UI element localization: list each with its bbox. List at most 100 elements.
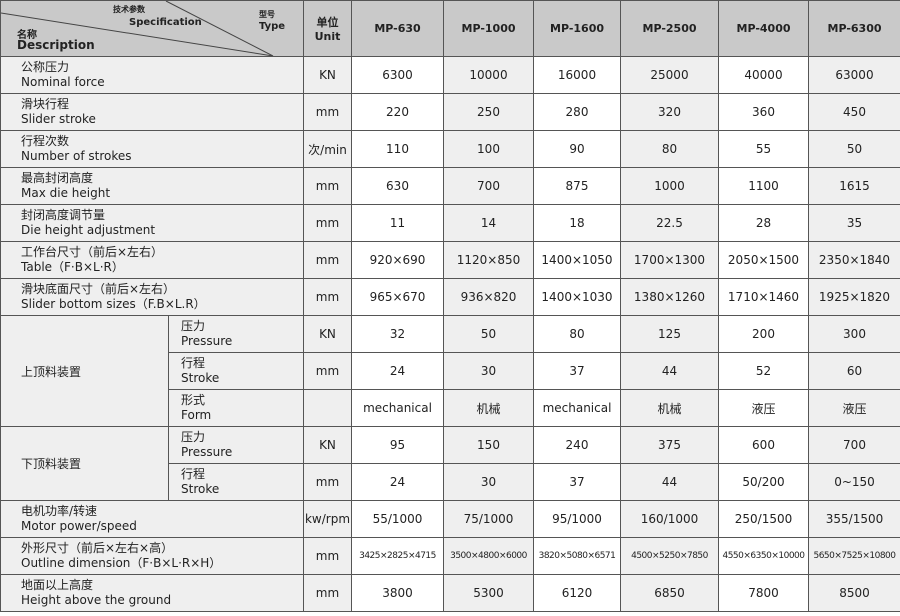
table-row: 地面以上高度 Height above the ground mm 3800 5300 6… bbox=[0, 574, 900, 612]
unit-cell: mm bbox=[303, 463, 352, 501]
type-cn: 型号 bbox=[259, 10, 275, 19]
value-cell: 28 bbox=[718, 204, 809, 242]
value-cell: 965×670 bbox=[351, 278, 444, 316]
value-cell: 1710×1460 bbox=[718, 278, 809, 316]
value-cell: 63000 bbox=[808, 56, 900, 94]
value-cell: 280 bbox=[533, 93, 621, 131]
description-cell: 行程 Stroke bbox=[168, 352, 304, 390]
table-row: 行程 Stroke mm 24 30 37 44 52 60 bbox=[1, 352, 900, 390]
table-row: 工作台尺寸（前后×左右） Table（F·B×L·R） mm 920×690 1120×… bbox=[0, 241, 900, 279]
unit-cell bbox=[303, 389, 352, 427]
header-corner: 技术参数 Specification 型号 Type 名称 Descriptio… bbox=[0, 0, 304, 57]
table-row: 最高封闭高度 Max die height mm 630 700 875 1000 1100 1… bbox=[0, 167, 900, 205]
value-cell: 100 bbox=[443, 130, 534, 168]
unit-cell: KN bbox=[303, 315, 352, 353]
unit-en: Unit bbox=[314, 30, 341, 43]
value-cell: 75/1000 bbox=[443, 500, 534, 538]
value-cell: 5650×7525×10800 bbox=[808, 537, 900, 575]
description-en: Die height adjustment bbox=[21, 223, 156, 237]
value-cell: 150 bbox=[443, 426, 534, 464]
description-cn: 滑块行程 bbox=[21, 97, 70, 111]
value-cell: 37 bbox=[533, 352, 621, 390]
description-en: Height above the ground bbox=[21, 593, 172, 607]
value-cell: 50 bbox=[443, 315, 534, 353]
value-cell: 3425×2825×4715 bbox=[351, 537, 444, 575]
spec-en: Specification bbox=[129, 17, 202, 28]
value-cell: 24 bbox=[351, 463, 444, 501]
value-cell: 4550×6350×10000 bbox=[718, 537, 809, 575]
description-cn: 压力 bbox=[181, 430, 206, 444]
value-cell: 1380×1260 bbox=[620, 278, 719, 316]
description-en: Number of strokes bbox=[21, 149, 132, 163]
value-cell: 2050×1500 bbox=[718, 241, 809, 279]
value-cell: 3500×4800×6000 bbox=[443, 537, 534, 575]
description-cell: 行程次数 Number of strokes bbox=[0, 130, 304, 168]
value-cell: 1400×1050 bbox=[533, 241, 621, 279]
description-cell: 压力 Pressure bbox=[168, 426, 304, 464]
description-cn: 最高封闭高度 bbox=[21, 171, 94, 185]
unit-cell: mm bbox=[303, 574, 352, 612]
value-cell: 1120×850 bbox=[443, 241, 534, 279]
value-cell: 32 bbox=[351, 315, 444, 353]
value-cell: 机械 bbox=[620, 389, 719, 427]
description-en: Pressure bbox=[181, 445, 233, 459]
description-cell: 滑块行程 Slider stroke bbox=[0, 93, 304, 131]
value-cell: 1000 bbox=[620, 167, 719, 205]
spec-cn: 技术参数 bbox=[113, 5, 145, 14]
value-cell: 360 bbox=[718, 93, 809, 131]
value-cell: 700 bbox=[443, 167, 534, 205]
value-cell: 11 bbox=[351, 204, 444, 242]
value-cell: 8500 bbox=[808, 574, 900, 612]
description-en: Table（F·B×L·R） bbox=[21, 260, 124, 274]
table-row: 电机功率/转速 Motor power/speed kw/rpm 55/1000 75/… bbox=[0, 500, 900, 538]
model-header: MP-2500 bbox=[620, 0, 719, 57]
description-en: Form bbox=[181, 408, 212, 422]
value-cell: 6120 bbox=[533, 574, 621, 612]
description-cn: 工作台尺寸（前后×左右） bbox=[21, 245, 164, 259]
description-cn: 公称压力 bbox=[21, 60, 70, 74]
description-cell: 地面以上高度 Height above the ground bbox=[0, 574, 304, 612]
value-cell: 240 bbox=[533, 426, 621, 464]
description-en: Outline dimension（F·B×L·R×H） bbox=[21, 556, 222, 570]
value-cell: 6300 bbox=[351, 56, 444, 94]
value-cell: 250/1500 bbox=[718, 500, 809, 538]
unit-cn: 单位 bbox=[316, 16, 339, 29]
header-row: 技术参数 Specification 型号 Type 名称 Descriptio… bbox=[0, 0, 900, 57]
value-cell: 600 bbox=[718, 426, 809, 464]
description-en: Slider bottom sizes（F.B×L.R） bbox=[21, 297, 206, 311]
value-cell: mechanical bbox=[533, 389, 621, 427]
value-cell: 630 bbox=[351, 167, 444, 205]
value-cell: 55 bbox=[718, 130, 809, 168]
value-cell: 1700×1300 bbox=[620, 241, 719, 279]
value-cell: 80 bbox=[533, 315, 621, 353]
value-cell: 375 bbox=[620, 426, 719, 464]
description-en: Stroke bbox=[181, 482, 220, 496]
table-row: 外形尺寸（前后×左右×高） Outline dimension（F·B×L·R×H… bbox=[0, 537, 900, 575]
value-cell: 200 bbox=[718, 315, 809, 353]
value-cell: 125 bbox=[620, 315, 719, 353]
value-cell: 24 bbox=[351, 352, 444, 390]
value-cell: 25000 bbox=[620, 56, 719, 94]
table-row: 下顶料装置 压力 Pressure KN 95 150 240 375 600 700 bbox=[0, 426, 900, 501]
description-cn: 电机功率/转速 bbox=[21, 504, 98, 518]
value-cell: 3800 bbox=[351, 574, 444, 612]
value-cell: 18 bbox=[533, 204, 621, 242]
unit-cell: mm bbox=[303, 537, 352, 575]
description-en: Pressure bbox=[181, 334, 233, 348]
value-cell: 90 bbox=[533, 130, 621, 168]
value-cell: 0~150 bbox=[808, 463, 900, 501]
value-cell: 10000 bbox=[443, 56, 534, 94]
value-cell: 920×690 bbox=[351, 241, 444, 279]
unit-cell: mm bbox=[303, 93, 352, 131]
value-cell: 52 bbox=[718, 352, 809, 390]
description-en: Nominal force bbox=[21, 75, 105, 89]
unit-cell: mm bbox=[303, 204, 352, 242]
diagonal-lines bbox=[1, 1, 274, 56]
description-en: Motor power/speed bbox=[21, 519, 137, 533]
description-en: Stroke bbox=[181, 371, 220, 385]
value-cell: 50 bbox=[808, 130, 900, 168]
model-header: MP-1000 bbox=[443, 0, 534, 57]
group-label: 下顶料装置 bbox=[0, 426, 169, 501]
value-cell: 110 bbox=[351, 130, 444, 168]
